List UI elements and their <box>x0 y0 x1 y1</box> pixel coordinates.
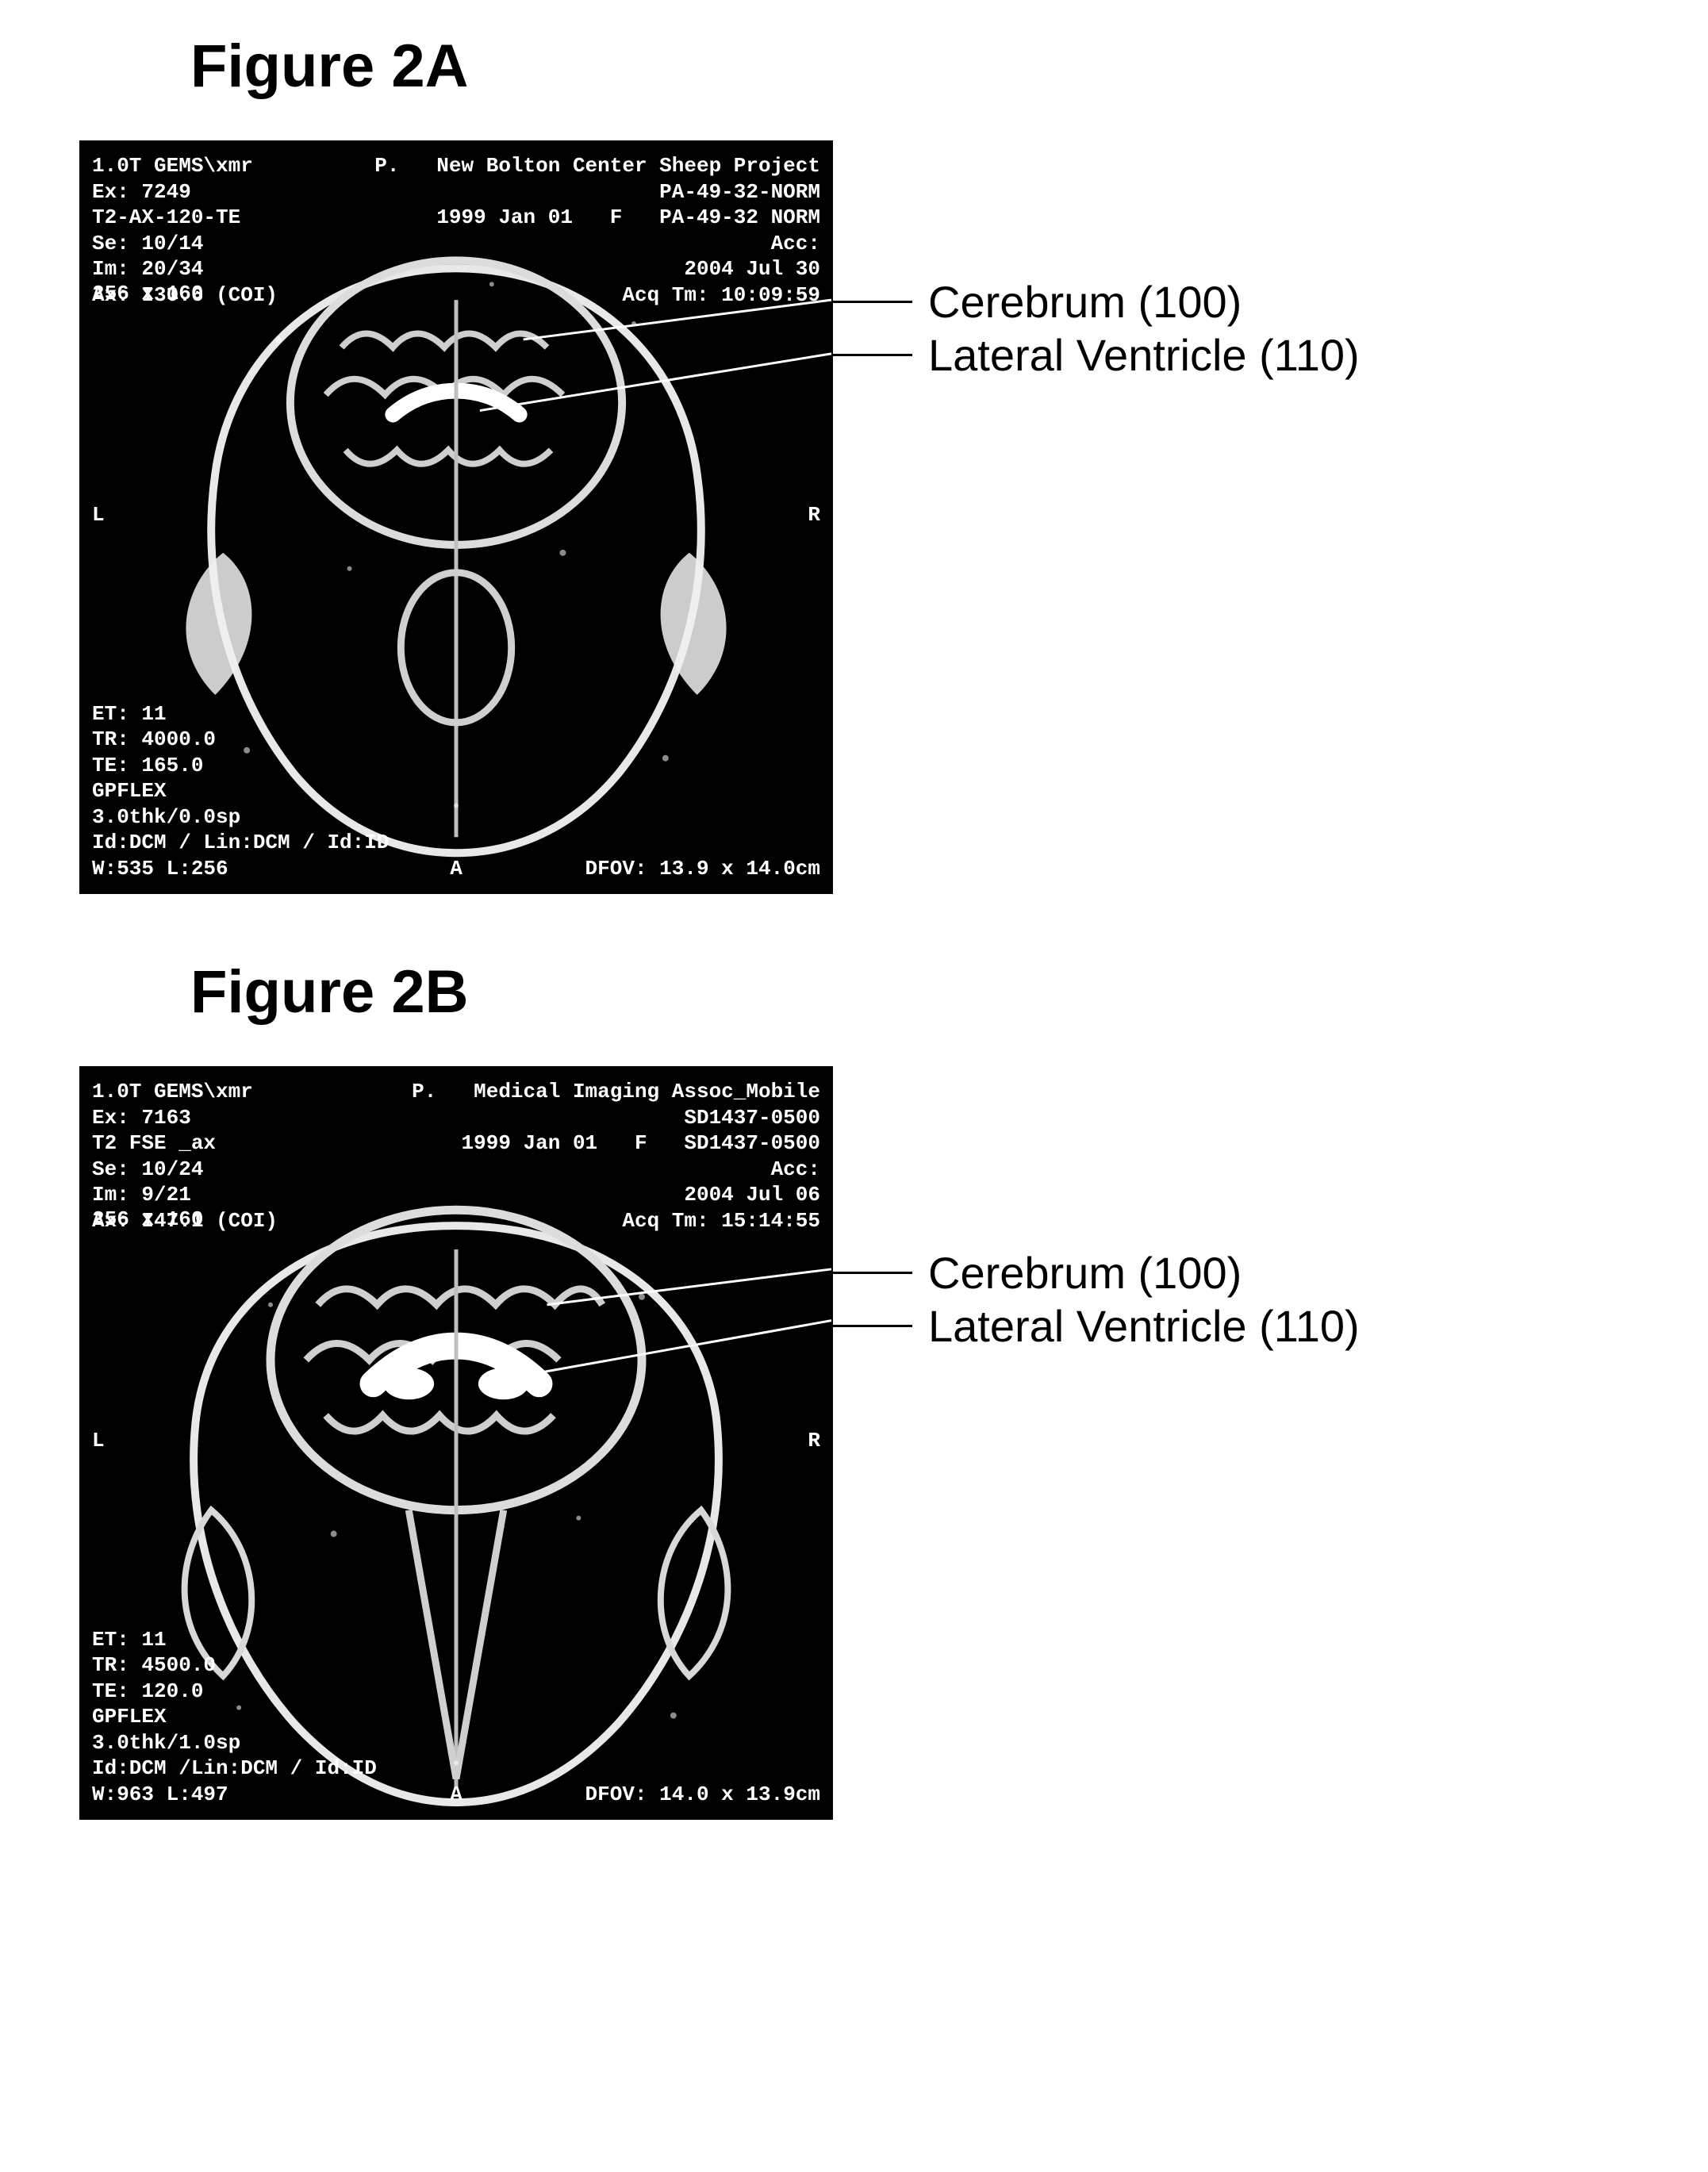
leader-line <box>833 301 912 303</box>
overlay-mid-right-2b: R <box>808 1428 820 1454</box>
mri-panel-2a: 1.0T GEMS\xmr Ex: 7249 T2-AX-120-TE Se: … <box>79 140 833 894</box>
overlay-top-right-2b: P. Medical Imaging Assoc_Mobile SD1437-0… <box>412 1079 820 1234</box>
figure-2a: Figure 2A <box>48 32 1660 894</box>
overlay-matrix-2b: 256 x 160 <box>92 1207 203 1233</box>
overlay-bottom-right-2b: DFOV: 14.0 x 13.9cm <box>585 1782 820 1808</box>
annotation-label: Lateral Ventricle (110) <box>928 1300 1360 1352</box>
annotation-label: Lateral Ventricle (110) <box>928 329 1360 381</box>
overlay-bottom-left-2a: ET: 11 TR: 4000.0 TE: 165.0 GPFLEX 3.0th… <box>92 701 389 882</box>
annotation-col-2b: Cerebrum (100) Lateral Ventricle (110) <box>833 1066 1660 1820</box>
overlay-bottom-left-2b: ET: 11 TR: 4500.0 TE: 120.0 GPFLEX 3.0th… <box>92 1627 377 1808</box>
annotation-cerebrum-2a: Cerebrum (100) <box>833 276 1242 328</box>
overlay-mid-bottom-2a: A <box>450 856 463 882</box>
annotation-ventricle-2b: Lateral Ventricle (110) <box>833 1300 1360 1352</box>
overlay-top-right-2a: P. New Bolton Center Sheep Project PA-49… <box>374 153 820 308</box>
figure-2b: Figure 2B <box>48 957 1660 1820</box>
figure-2b-title: Figure 2B <box>190 957 1660 1027</box>
figure-2a-title: Figure 2A <box>190 32 1660 101</box>
annotation-label: Cerebrum (100) <box>928 276 1242 328</box>
annotation-cerebrum-2b: Cerebrum (100) <box>833 1247 1242 1299</box>
overlay-matrix-2a: 256 x 160 <box>92 281 203 307</box>
annotation-ventricle-2a: Lateral Ventricle (110) <box>833 329 1360 381</box>
mri-panel-2b: 1.0T GEMS\xmr Ex: 7163 T2 FSE _ax Se: 10… <box>79 1066 833 1820</box>
leader-line <box>833 354 912 356</box>
figure-2a-row: 1.0T GEMS\xmr Ex: 7249 T2-AX-120-TE Se: … <box>48 140 1660 894</box>
annotation-col-2a: Cerebrum (100) Lateral Ventricle (110) <box>833 140 1660 894</box>
leader-line <box>833 1325 912 1327</box>
leader-line <box>833 1272 912 1274</box>
overlay-mid-left-2b: L <box>92 1428 105 1454</box>
overlay-mid-right-2a: R <box>808 502 820 528</box>
overlay-mid-left-2a: L <box>92 502 105 528</box>
overlay-mid-bottom-2b: A <box>450 1782 463 1808</box>
figure-2b-row: 1.0T GEMS\xmr Ex: 7163 T2 FSE _ax Se: 10… <box>48 1066 1660 1820</box>
overlay-bottom-right-2a: DFOV: 13.9 x 14.0cm <box>585 856 820 882</box>
annotation-label: Cerebrum (100) <box>928 1247 1242 1299</box>
